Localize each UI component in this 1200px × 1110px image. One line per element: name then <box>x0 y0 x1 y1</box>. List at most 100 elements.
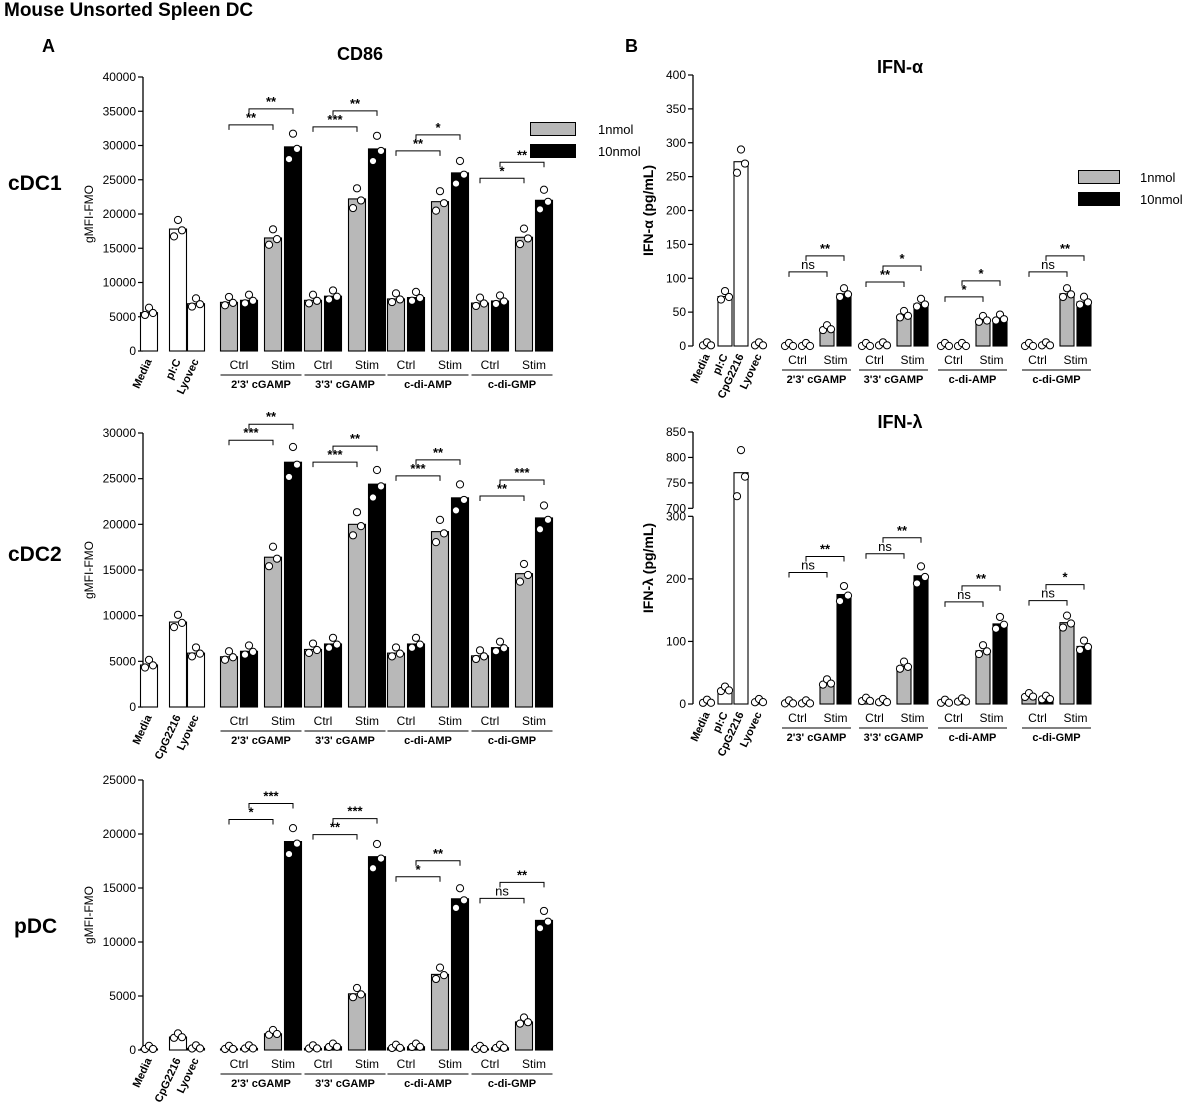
cdc1-bar-c-di-gmp-1 <box>490 300 510 352</box>
cdc1-sig-label-low: ** <box>246 110 257 125</box>
ifna-bar-c-di-gmp-3-point <box>1083 298 1093 307</box>
ifna-y-tick-label: 100 <box>666 271 686 285</box>
cdc1-bar-lyovec-point <box>191 294 201 303</box>
cdc1-sub-label-ctrl: Ctrl <box>397 358 416 372</box>
cdc2-bar-3-3-cgamp-3 <box>367 483 387 708</box>
ifna-bar-3-3-cgamp-3-point <box>920 300 930 309</box>
cdc1-bar-3-3-cgamp-1-point <box>328 286 338 295</box>
cdc1-group-label: c-di-AMP <box>404 379 452 391</box>
ifna-bar-c-di-gmp-2-point <box>1066 290 1076 299</box>
ifnl-sub-label-stim: Stim <box>824 711 848 725</box>
cdc2-bar-c-di-gmp-2 <box>514 573 534 708</box>
cdc1-y-tick-label: 25000 <box>103 173 137 187</box>
cdc1-y-tick-label: 35000 <box>103 104 137 118</box>
legend-swatch-high <box>530 144 576 158</box>
ifna-sub-label-stim: Stim <box>980 353 1004 367</box>
ifna-sig-label-high: * <box>899 251 905 266</box>
cdc2-bar-c-di-gmp-3-point <box>539 501 549 510</box>
cdc2-sig-bracket-high <box>248 423 294 430</box>
cdc2-sub-label-stim: Stim <box>355 714 379 728</box>
cdc1-bar-3-3-cgamp-0-point <box>308 290 318 299</box>
ifna-y-tick-label: 300 <box>666 136 686 150</box>
cdc2-bar-2-3-cgamp-3-point <box>292 460 302 469</box>
ifna-sig-label-low: ** <box>880 267 891 282</box>
ifnl-bar-cpg2216-point <box>732 492 742 501</box>
ifna-sig-bracket-low <box>944 296 984 302</box>
ifnl-bar-cpg2216 <box>733 472 749 705</box>
cdc2-bar-3-3-cgamp-1 <box>323 643 343 708</box>
cdc1-bar-lyovec-point <box>187 302 197 311</box>
cdc2-bar-3-3-cgamp-0-point <box>308 639 318 648</box>
cdc1-bar-2-3-cgamp-1 <box>239 299 259 352</box>
cdc1-y-tick-label: 10000 <box>103 276 137 290</box>
pdc-bar-c-di-amp-3-point <box>451 903 461 912</box>
legend-label-10nmol: 10nmol <box>598 143 641 159</box>
legend-ifn: 1nmol 10nmol <box>1078 166 1183 210</box>
cdc1-sig-label-high: ** <box>517 147 528 162</box>
ifnl-bar-cpg2216-point <box>740 472 750 481</box>
ifna-bar-c-di-gmp-3-point <box>1075 300 1085 309</box>
pdc-bar-c-di-gmp-3-point <box>543 917 553 926</box>
cdc1-bar-2-3-cgamp-3-point <box>288 129 298 138</box>
cdc1-bar-pi-c <box>168 228 188 352</box>
ifnl-bar-c-di-amp-3 <box>992 623 1008 705</box>
cdc2-bar-c-di-gmp-3 <box>534 517 554 708</box>
panel-a-letter: A <box>42 36 55 56</box>
cdc2-bar-2-3-cgamp-1-point <box>248 647 258 656</box>
pdc-bar-c-di-amp-3-point <box>455 884 465 893</box>
ifna-bar-c-di-amp-3-point <box>999 315 1009 324</box>
cdc2-y-tick-label: 20000 <box>103 517 137 531</box>
cdc1-bar-2-3-cgamp-2-point <box>268 225 278 234</box>
cdc2-bar-c-di-amp-0-point <box>387 652 397 661</box>
pdc-sub-label-stim: Stim <box>355 1057 379 1071</box>
pdc-sub-label-ctrl: Ctrl <box>397 1057 416 1071</box>
pdc-bar-2-3-cgamp-2-point <box>272 1029 282 1039</box>
ifnl-sig-bracket-high <box>1045 584 1085 590</box>
ifna-bar-3-3-cgamp-3-point <box>916 294 926 303</box>
pdc-bar-3-3-cgamp-2 <box>347 993 367 1051</box>
ifna-sub-label-ctrl: Ctrl <box>1028 353 1047 367</box>
ifna-sig-label-high: ** <box>1060 241 1071 256</box>
cdc2-bar-3-3-cgamp-2-point <box>352 508 362 517</box>
pdc-bar-2-3-cgamp-1-point <box>248 1044 258 1053</box>
pdc-sig-label-low: ** <box>330 820 341 835</box>
cdc2-sig-label-high: ** <box>266 409 277 424</box>
cdc1-y-tick-label: 15000 <box>103 241 137 255</box>
ifnl-sig-label-high: ** <box>976 571 987 586</box>
cdc1-y-tick-label: 40000 <box>103 70 137 84</box>
cdc2-bar-c-di-gmp-2-point <box>523 570 533 580</box>
cdc2-bar-2-3-cgamp-0-point <box>228 653 238 662</box>
row-label-pdc: pDC <box>14 915 58 938</box>
pdc-bar-c-di-amp-2-point <box>439 971 449 980</box>
ifna-bar-c-di-amp-2-point <box>982 316 992 325</box>
cdc1-bar-media-point <box>144 303 154 312</box>
ifna-bar-c-di-amp-3-point <box>991 316 1001 325</box>
pdc-bar-3-3-cgamp-2-point <box>352 983 362 993</box>
cdc2-bar-c-di-gmp-2-point <box>519 559 529 569</box>
cdc1-bar-c-di-amp-0-point <box>391 289 401 298</box>
ifnl-group-label: 3'3' cGAMP <box>864 732 924 744</box>
cdc1-bar-2-3-cgamp-2-point <box>264 240 274 249</box>
cdc2-bar-cpg2216-point <box>177 618 187 628</box>
cdc2-bar-cpg2216 <box>168 621 188 708</box>
cdc2-bar-media <box>139 664 159 708</box>
cdc2-bar-2-3-cgamp-2-point <box>264 562 274 571</box>
ifna-bar-c-di-gmp-3-point <box>1079 292 1089 301</box>
ifnl-sig-label-high: * <box>1062 570 1068 585</box>
pdc-y-axis-label: gMFI-FMO <box>82 886 96 944</box>
ifnl-y-tick-label: 200 <box>666 572 686 586</box>
cdc1-x-label-media: Media <box>131 356 155 390</box>
cdc2-bar-c-di-gmp-0-point <box>479 652 489 661</box>
ifna-bar-cpg2216 <box>733 161 749 347</box>
ifnl-bar-c-di-amp-2-point <box>974 649 984 659</box>
cdc2-bar-c-di-gmp-1-point <box>499 644 509 653</box>
cdc1-bar-c-di-gmp-1-point <box>499 297 509 306</box>
cdc1-bar-c-di-amp-0-point <box>395 295 405 304</box>
ifn-alpha-title: IFN-α <box>876 57 924 77</box>
cdc2-bar-3-3-cgamp-0-point <box>304 648 314 658</box>
ifnl-bar-3-3-cgamp-0-point <box>865 696 875 706</box>
cdc1-bar-3-3-cgamp-0-point <box>312 296 322 305</box>
cdc2-sig-bracket-low <box>395 475 441 481</box>
ifna-bar-pi-c-point <box>720 286 730 296</box>
cdc1-sub-label-stim: Stim <box>522 358 546 372</box>
